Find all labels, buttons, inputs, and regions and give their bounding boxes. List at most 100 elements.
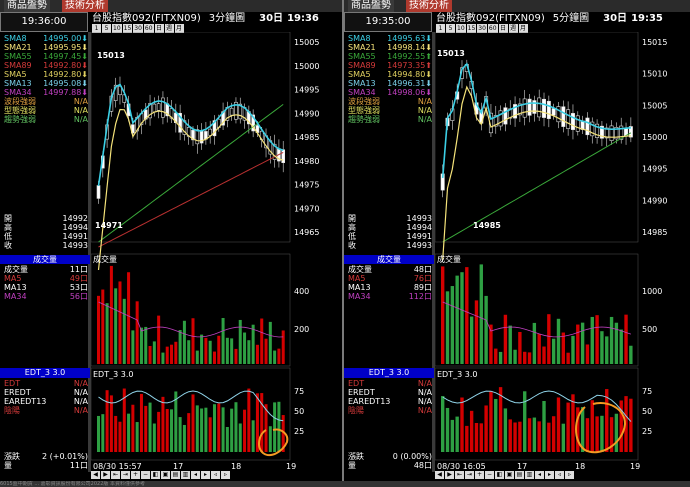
volume-bar [585, 344, 590, 364]
period-button[interactable]: 5 [446, 24, 455, 33]
tab-technical[interactable]: 技術分析 [406, 0, 452, 12]
ma-value: 14992.80⬇ [43, 61, 88, 70]
edt-bar [460, 397, 464, 452]
ma-key: SMA8 [348, 34, 371, 43]
candle-body [556, 106, 561, 123]
period-button[interactable]: 日 [154, 24, 164, 33]
period-button[interactable]: 30 [477, 24, 487, 33]
candle-body [614, 127, 619, 140]
ohlc-key: 低 [4, 232, 12, 241]
edt-key: EREDT [348, 388, 375, 397]
period-button[interactable]: 1 [92, 24, 101, 33]
edt-key: EDT [348, 379, 365, 388]
nav-button[interactable]: ◃ [211, 471, 220, 479]
candle-body [156, 103, 161, 111]
nav-button[interactable]: − [485, 471, 494, 479]
volume-header[interactable]: 成交量 [0, 255, 90, 264]
period-button[interactable]: 日 [498, 24, 508, 33]
nav-button[interactable]: ▹ [221, 471, 230, 479]
candle-body [522, 98, 527, 118]
edt-bar [204, 407, 208, 452]
volume-bar [614, 322, 619, 364]
nav-button[interactable]: − [141, 471, 150, 479]
volume-bar [118, 281, 122, 364]
nav-button[interactable]: ▹ [565, 471, 574, 479]
nav-button[interactable]: ▶ [101, 471, 110, 479]
nav-button[interactable]: ◀ [435, 471, 444, 479]
volume-bar [450, 286, 455, 364]
period-button[interactable]: 60 [487, 24, 498, 33]
tab-market[interactable]: 商品盤勢 [4, 0, 50, 12]
period-label[interactable]: 5分鐘圖 [552, 13, 590, 24]
ma-value: 14995.95⬇ [43, 43, 88, 52]
nav-button[interactable]: ◧ [151, 471, 160, 479]
nav-button[interactable]: ▣ [161, 471, 170, 479]
nav-button[interactable]: ▥ [525, 471, 534, 479]
period-button[interactable]: 週 [164, 24, 174, 33]
nav-button[interactable]: ◧ [495, 471, 504, 479]
ohlc-key: 低 [348, 232, 356, 241]
period-button[interactable]: 5 [102, 24, 111, 33]
right-chart-svg[interactable]: 15015 15010 15005 15000 14995 14990 14985 15013… [435, 32, 690, 472]
period-button[interactable]: 10 [112, 24, 122, 33]
nav-button[interactable]: ◂ [191, 471, 200, 479]
edt-info-list: EDT N/A EREDT N/A EAREDT13 N/A 陰陽 N/A [0, 379, 90, 415]
tab-market[interactable]: 商品盤勢 [348, 0, 394, 12]
left-chart-svg[interactable]: 15005 15000 14995 14990 14985 14980 14975 14970… [91, 32, 342, 472]
bottom-value: 48口 [413, 461, 432, 470]
nav-button[interactable]: ▣ [505, 471, 514, 479]
nav-button[interactable]: ◃ [555, 471, 564, 479]
edt-bar [580, 407, 585, 452]
ohlc-key: 高 [4, 223, 12, 232]
nav-button[interactable]: ◀ [91, 471, 100, 479]
nav-button[interactable]: ▸ [201, 471, 210, 479]
nav-button[interactable]: ⇥ [465, 471, 474, 479]
period-button[interactable]: 10 [456, 24, 466, 33]
nav-button[interactable]: ⇤ [111, 471, 120, 479]
volume-bar [556, 318, 561, 364]
volume-bar [489, 324, 493, 364]
volume-header[interactable]: 成交量 [344, 255, 434, 264]
edt-bar [441, 396, 445, 452]
ma-row: SMA21 14995.95⬇ [0, 43, 90, 52]
edt-info-list: EDT N/A EREDT N/A EAREDT13 N/A 陰陽 N/A [344, 379, 434, 415]
ohlc-value: 14992 [62, 214, 88, 223]
ma-value: 14994.80⬇ [387, 70, 432, 79]
volume-bar [268, 321, 272, 364]
period-button[interactable]: 1 [436, 24, 445, 33]
period-label[interactable]: 3分鐘圖 [208, 13, 246, 24]
nav-button[interactable]: ◂ [535, 471, 544, 479]
period-button[interactable]: 15 [122, 24, 133, 33]
edt-header[interactable]: EDT_3 3.0 [0, 368, 90, 378]
edt-bar [178, 417, 182, 452]
period-toolbar: 1 5 10 15 30 60 日週月 [436, 24, 528, 33]
nav-button[interactable]: ▤ [171, 471, 180, 479]
edt-bar [170, 409, 174, 452]
period-button[interactable]: 15 [466, 24, 477, 33]
tab-technical[interactable]: 技術分析 [62, 0, 108, 12]
volume-bar [609, 316, 614, 364]
period-button[interactable]: 30 [133, 24, 143, 33]
period-button[interactable]: 週 [508, 24, 518, 33]
nav-button[interactable]: ⇥ [121, 471, 130, 479]
candle-body [152, 103, 157, 113]
nav-button[interactable]: ▶ [445, 471, 454, 479]
nav-button[interactable]: + [475, 471, 484, 479]
volume-bar [518, 331, 522, 364]
period-button[interactable]: 月 [518, 24, 528, 33]
nav-button[interactable]: ▥ [181, 471, 190, 479]
edt-row: EAREDT13 N/A [0, 397, 90, 406]
nav-button[interactable]: + [131, 471, 140, 479]
edt-bar [576, 407, 580, 452]
panel-divider[interactable] [342, 0, 344, 487]
period-button[interactable]: 60 [143, 24, 154, 33]
ma-key: SMA13 [348, 79, 376, 88]
nav-button[interactable]: ⇤ [455, 471, 464, 479]
period-button[interactable]: 月 [174, 24, 184, 33]
nav-button[interactable]: ▤ [515, 471, 524, 479]
change-info: 漲跌 2 (+0.01%) 量 11口 [0, 452, 90, 470]
nav-button[interactable]: ▸ [545, 471, 554, 479]
edt-header[interactable]: EDT_3 3.0 [344, 368, 434, 378]
edt-bar [174, 391, 178, 452]
volume-bar [479, 264, 483, 364]
